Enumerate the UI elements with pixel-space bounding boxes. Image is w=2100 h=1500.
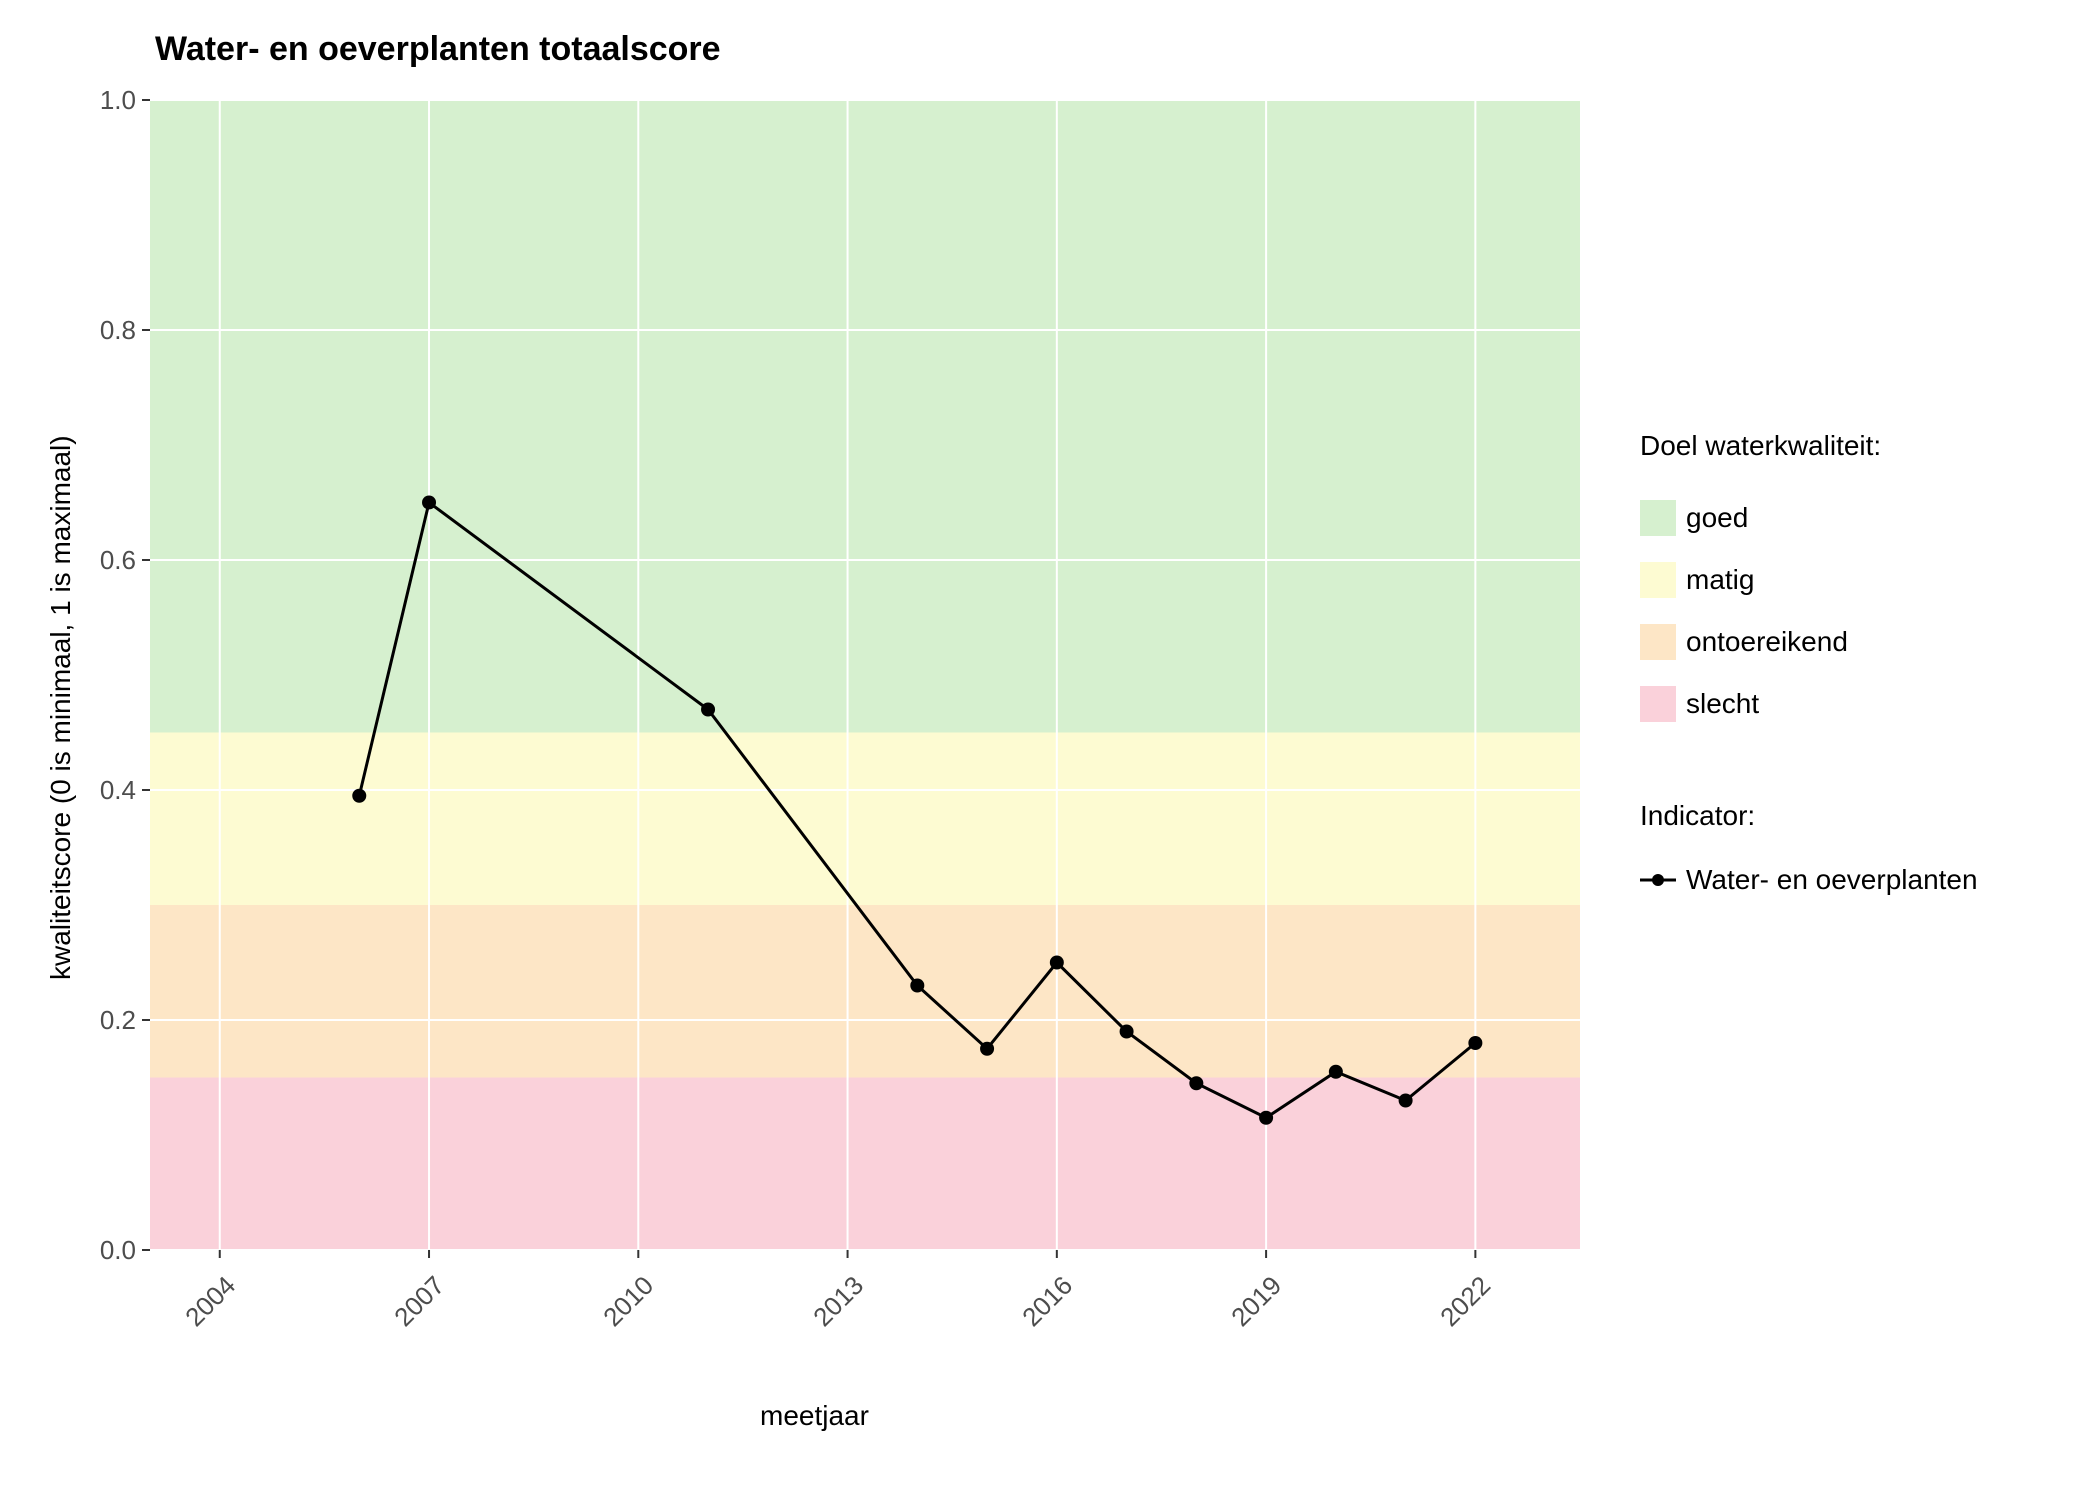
legend-band-item: slecht	[1640, 686, 1759, 722]
legend-line-swatch	[1640, 862, 1676, 898]
x-tick-label: 2004	[163, 1270, 241, 1348]
legend-indicator-title: Indicator:	[1640, 800, 1755, 832]
data-point	[352, 789, 366, 803]
quality-band	[150, 733, 1580, 906]
data-point	[1120, 1025, 1134, 1039]
chart-container: Water- en oeverplanten totaalscore kwali…	[0, 0, 2100, 1500]
x-axis-label: meetjaar	[760, 1400, 869, 1432]
legend-band-item: matig	[1640, 562, 1754, 598]
y-tick-label: 0.6	[100, 545, 136, 576]
data-point	[1189, 1076, 1203, 1090]
quality-band	[150, 905, 1580, 1078]
legend-band-title: Doel waterkwaliteit:	[1640, 430, 1881, 462]
data-point	[1399, 1094, 1413, 1108]
y-tick-label: 0.2	[100, 1005, 136, 1036]
legend-swatch	[1640, 500, 1676, 536]
legend-band-label: slecht	[1686, 688, 1759, 720]
legend-indicator-label: Water- en oeverplanten	[1686, 864, 1978, 896]
legend-swatch	[1640, 624, 1676, 660]
quality-band	[150, 100, 1580, 733]
x-tick-label: 2016	[1000, 1270, 1078, 1348]
data-point	[1259, 1111, 1273, 1125]
legend-band-label: ontoereikend	[1686, 626, 1848, 658]
y-tick-label: 0.0	[100, 1235, 136, 1266]
legend-indicator-item: Water- en oeverplanten	[1640, 862, 1978, 898]
quality-band	[150, 1078, 1580, 1251]
y-axis-label: kwaliteitscore (0 is minimaal, 1 is maxi…	[45, 435, 77, 980]
data-point	[701, 703, 715, 717]
data-point	[1468, 1036, 1482, 1050]
data-point	[910, 979, 924, 993]
legend-band-item: ontoereikend	[1640, 624, 1848, 660]
x-tick-label: 2022	[1419, 1270, 1497, 1348]
legend-swatch	[1640, 686, 1676, 722]
y-tick-label: 0.8	[100, 315, 136, 346]
legend-swatch	[1640, 562, 1676, 598]
data-point	[980, 1042, 994, 1056]
legend-band-label: goed	[1686, 502, 1748, 534]
x-tick-label: 2010	[582, 1270, 660, 1348]
data-point	[1329, 1065, 1343, 1079]
x-tick-label: 2007	[372, 1270, 450, 1348]
data-point	[422, 496, 436, 510]
y-tick-label: 0.4	[100, 775, 136, 806]
x-tick-label: 2019	[1210, 1270, 1288, 1348]
data-point	[1050, 956, 1064, 970]
y-tick-label: 1.0	[100, 85, 136, 116]
legend-band-item: goed	[1640, 500, 1748, 536]
chart-plot-area	[0, 0, 1600, 1270]
x-tick-label: 2013	[791, 1270, 869, 1348]
legend-band-label: matig	[1686, 564, 1754, 596]
